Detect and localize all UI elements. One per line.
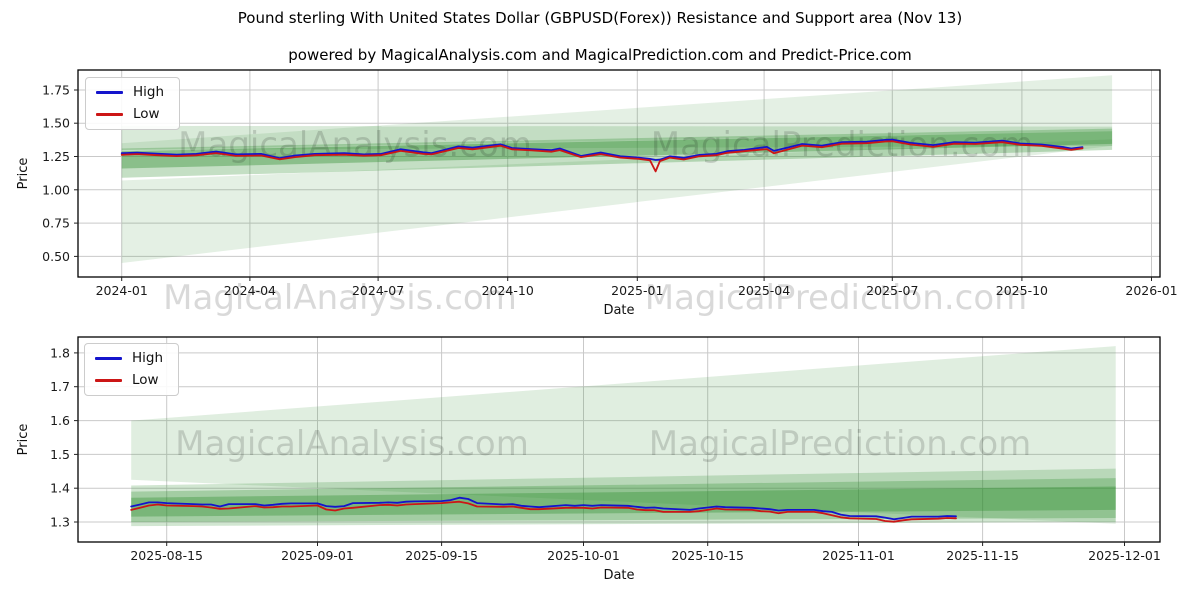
band-resistance-fan-wide [131,346,1116,524]
x-tick-label: 2025-10 [996,283,1048,298]
plot-border [77,69,1161,278]
chart-title: Pound sterling With United States Dollar… [237,9,963,27]
x-tick-label: 2025-04 [738,283,790,298]
legend-label-high: High [133,84,165,100]
legend-top-chart: High Low [85,77,181,130]
x-axis-label: Date [603,568,634,583]
watermark-text: MagicalAnalysis.com [163,278,517,318]
x-tick-label: 2025-08-15 [130,548,203,563]
chart-subtitle: powered by MagicalAnalysis.com and Magic… [288,46,912,64]
band-band-mid [131,468,1116,527]
band-support-fan-wide [121,139,1113,263]
x-axis-label: Date [603,303,634,318]
series-line-high [130,496,957,521]
legend-entry-low: Low [96,106,164,123]
y-tick-label: 1.75 [42,83,70,98]
x-tick-label: 2025-11-15 [946,548,1019,563]
legend-entry-high: High [96,84,164,101]
band-core-band [131,486,1116,517]
y-axis-label: Price [16,158,31,190]
y-tick-label: 1.3 [50,515,70,530]
legend-entry-low: Low [95,372,163,389]
legend-bottom-chart: High Low [84,343,180,396]
legend-entry-high: High [95,350,163,367]
legend-label-low: Low [133,106,160,122]
legend-label-low: Low [132,372,159,388]
watermark-text: MagicalPrediction.com [649,424,1032,464]
x-tick-label: 2024-10 [482,283,534,298]
low-line-swatch-icon [96,113,123,116]
series-line-low [120,140,1084,173]
high-line-swatch-icon [96,91,123,94]
band-core-band [121,131,1113,169]
x-tick-label: 2024-04 [224,283,276,298]
x-tick-label: 2025-12-01 [1088,548,1161,563]
y-tick-label: 0.75 [42,216,70,231]
watermark-text: MagicalAnalysis.com [178,125,532,165]
y-tick-label: 1.8 [50,345,70,360]
x-tick-label: 2025-09-15 [405,548,478,563]
x-tick-label: 2024-07 [352,283,404,298]
low-line-swatch-icon [95,379,122,382]
y-tick-label: 1.50 [42,116,70,131]
y-tick-label: 1.4 [50,481,70,496]
series-line-low [130,500,957,523]
x-tick-label: 2025-07 [866,283,918,298]
watermark-text: MagicalAnalysis.com [175,424,529,464]
high-line-swatch-icon [95,357,122,360]
x-tick-label: 2025-09-01 [281,548,354,563]
x-tick-label: 2025-10-01 [547,548,620,563]
watermark-text: MagicalPrediction.com [645,278,1028,318]
band-resistance-fan-wide [121,75,1113,150]
x-tick-label: 2026-01 [1125,283,1177,298]
x-tick-label: 2025-11-01 [822,548,895,563]
y-tick-label: 1.7 [50,379,70,394]
y-axis-label: Price [16,424,31,456]
x-tick-label: 2024-01 [96,283,148,298]
band-band-inner [131,478,1116,522]
plot-border [77,336,1161,543]
y-tick-label: 1.00 [42,182,70,197]
x-tick-label: 2025-01 [611,283,663,298]
y-tick-label: 1.6 [50,413,70,428]
x-tick-label: 2025-10-15 [671,548,744,563]
y-tick-label: 1.25 [42,149,70,164]
watermark-text: MagicalPrediction.com [651,125,1034,165]
series-line-high [120,138,1084,161]
y-tick-label: 1.5 [50,447,70,462]
y-tick-label: 0.50 [42,249,70,264]
legend-label-high: High [132,350,164,366]
